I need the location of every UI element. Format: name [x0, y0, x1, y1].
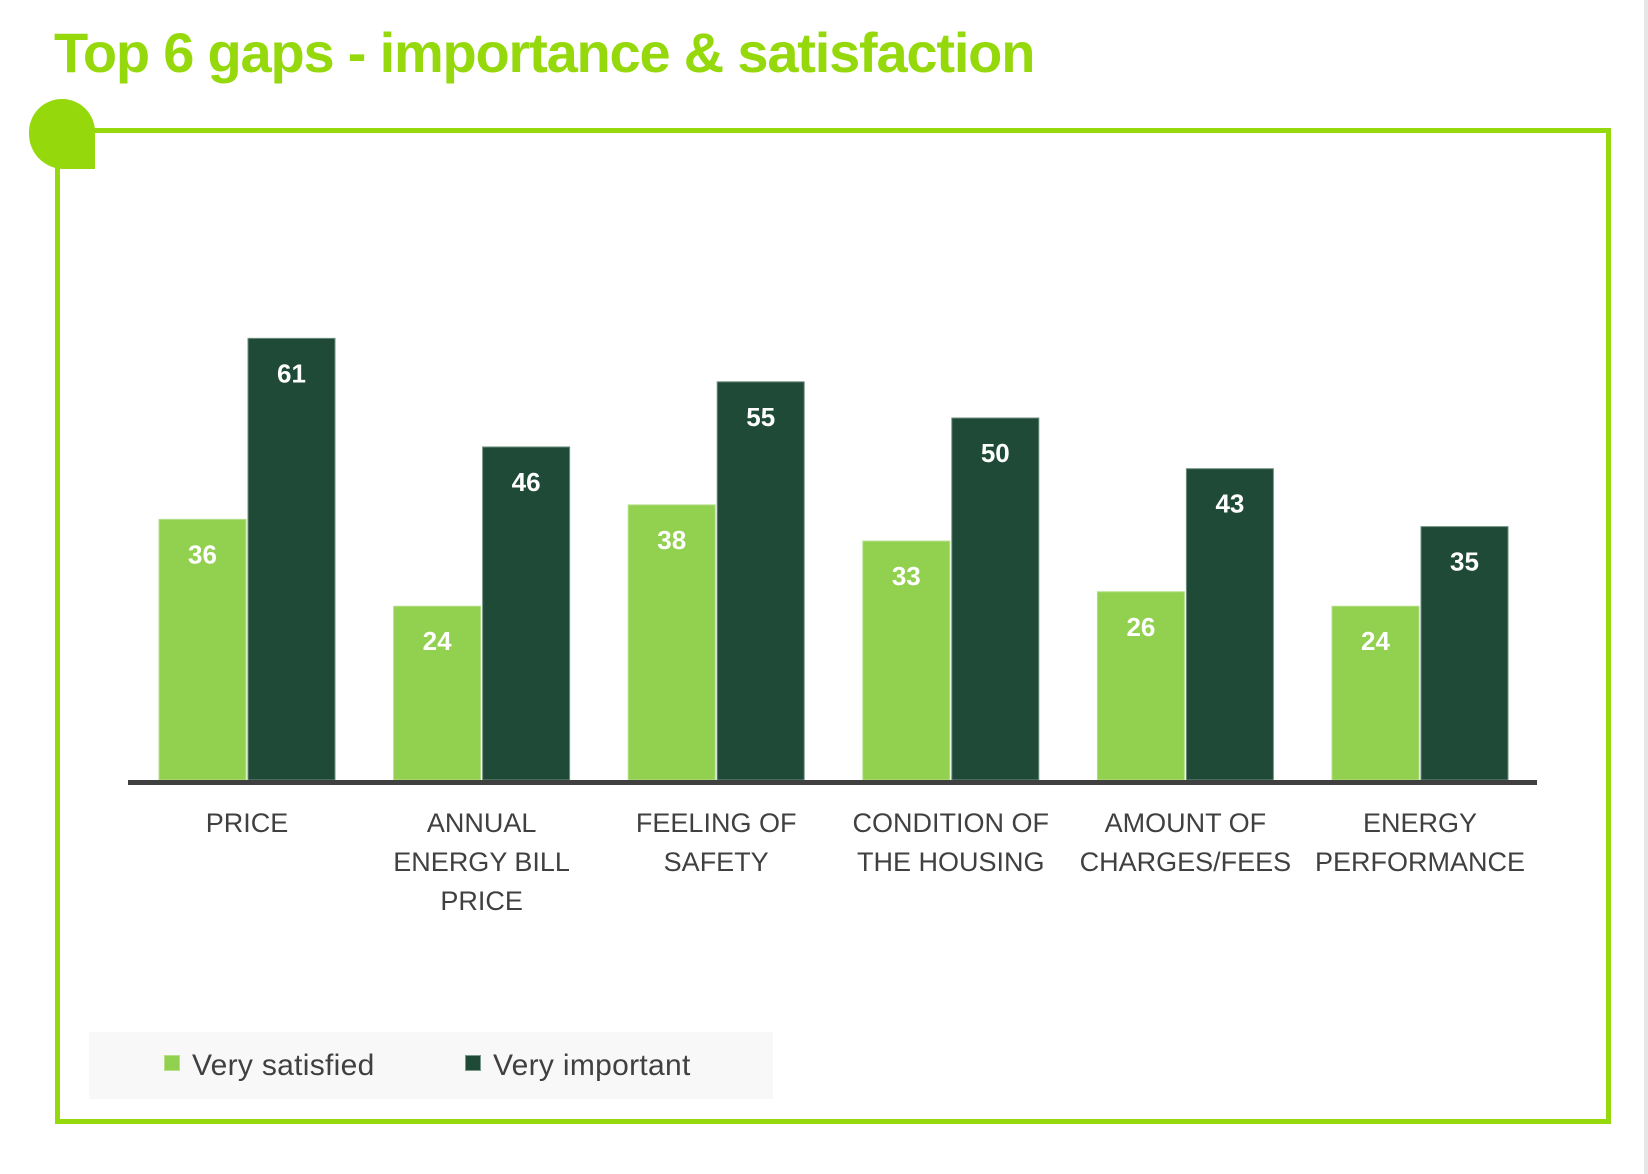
x-tick-label: CHARGES/FEES: [1080, 847, 1292, 877]
bar-very-important: [951, 417, 1040, 781]
bar-very-satisfied: [627, 504, 716, 781]
x-tick-label: ANNUAL: [427, 808, 537, 838]
bar-very-satisfied: [1331, 605, 1420, 781]
bar-very-important: [482, 446, 571, 781]
bar-very-satisfied: [393, 605, 482, 781]
x-axis-line: [128, 780, 1537, 785]
x-tick-label: THE HOUSING: [857, 847, 1045, 877]
bar-very-satisfied: [862, 540, 951, 781]
data-label-very-important: 46: [512, 467, 541, 497]
data-label-very-satisfied: 36: [188, 539, 217, 569]
bar-very-important: [1420, 526, 1509, 781]
window-edge: [1644, 0, 1648, 1174]
corner-decoration: [29, 99, 95, 169]
legend-swatch-very-satisfied: [164, 1054, 180, 1071]
legend-item-very-satisfied: Very satisfied: [164, 1032, 375, 1099]
legend-item-very-important: Very important: [465, 1032, 691, 1099]
page-title: Top 6 gaps - importance & satisfaction: [54, 21, 1035, 84]
x-tick-label: SAFETY: [664, 847, 769, 877]
chart-frame: [55, 128, 1611, 1124]
legend: Very satisfied Very important: [89, 1032, 773, 1099]
data-label-very-important: 50: [981, 438, 1010, 468]
legend-label-very-satisfied: Very satisfied: [192, 1048, 375, 1082]
x-tick-label: PERFORMANCE: [1315, 847, 1525, 877]
data-label-very-satisfied: 24: [423, 626, 452, 656]
x-tick-label: ENERGY: [1363, 808, 1477, 838]
x-tick-label: CONDITION OF: [853, 808, 1050, 838]
data-label-very-important: 61: [277, 358, 306, 388]
legend-swatch-very-important: [465, 1054, 481, 1071]
x-tick-label: ENERGY BILL: [393, 847, 570, 877]
data-label-very-satisfied: 26: [1126, 612, 1155, 642]
legend-label-very-important: Very important: [493, 1048, 691, 1082]
data-label-very-satisfied: 33: [892, 561, 921, 591]
bar-very-important: [247, 337, 336, 781]
data-label-very-important: 55: [746, 402, 775, 432]
data-label-very-satisfied: 24: [1361, 626, 1390, 656]
data-label-very-important: 35: [1450, 547, 1479, 577]
x-tick-label: AMOUNT OF: [1105, 808, 1267, 838]
data-label-very-important: 43: [1215, 489, 1244, 519]
x-tick-label: PRICE: [206, 808, 289, 838]
bar-very-satisfied: [158, 518, 247, 781]
bar-very-satisfied: [1096, 591, 1185, 781]
x-tick-label: FEELING OF: [636, 808, 797, 838]
data-label-very-satisfied: 38: [657, 525, 686, 555]
x-tick-label: PRICE: [440, 886, 523, 916]
bar-very-important: [716, 381, 805, 781]
